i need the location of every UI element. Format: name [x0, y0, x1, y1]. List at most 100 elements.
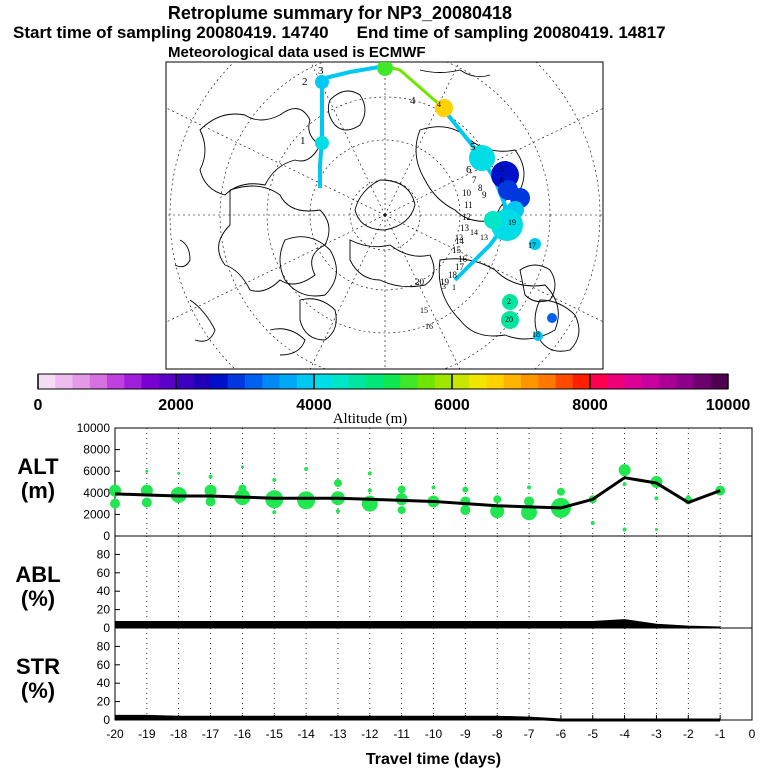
- cluster-label-6: 6: [500, 176, 504, 185]
- colorbar-tick-label: 4000: [296, 397, 332, 414]
- trajectory-day-label-15: 15: [452, 245, 462, 255]
- altitude-bubble: [110, 498, 120, 509]
- colorbar-swatch: [124, 374, 142, 389]
- cluster-label-3: 3: [442, 282, 446, 291]
- altitude-bubble: [205, 496, 216, 507]
- map-bubble: [529, 238, 541, 250]
- x-tick-label: -12: [361, 727, 379, 741]
- map-bubble: [547, 313, 557, 323]
- trajectory-day-label-13: 13: [460, 223, 470, 233]
- panel-ylabel: (m): [21, 478, 55, 503]
- colorbar-swatch: [245, 374, 263, 389]
- cluster-label-17: 17: [528, 241, 536, 250]
- trajectory-day-label-8: 8: [478, 183, 483, 193]
- cluster-label-12: 12: [455, 233, 463, 242]
- trajectory-day-label-11: 11: [464, 200, 473, 210]
- altitude-bubble: [397, 506, 406, 515]
- y-tick-label: 20: [97, 603, 111, 617]
- colorbar-swatch: [400, 374, 418, 389]
- map-bubble: [502, 294, 518, 310]
- x-tick-label: -2: [683, 727, 694, 741]
- altitude-bubble: [622, 527, 627, 532]
- colorbar-tick-label: 6000: [434, 397, 470, 414]
- x-axis-label: Travel time (days): [366, 751, 501, 768]
- altitude-bubble: [590, 521, 595, 526]
- cluster-label-16: 16: [425, 322, 433, 331]
- colorbar-swatch: [710, 374, 729, 389]
- x-tick-label: -17: [202, 727, 220, 741]
- abl-line: [115, 619, 721, 630]
- colorbar-swatch: [693, 374, 712, 389]
- altitude-bubble: [208, 474, 213, 479]
- colorbar-swatch: [262, 374, 280, 389]
- colorbar-swatch: [521, 374, 539, 389]
- cluster-label-15: 15: [420, 306, 428, 315]
- altitude-bubble: [335, 509, 340, 514]
- x-tick-label: -15: [266, 727, 284, 741]
- trajectory-day-label-1: 1: [300, 135, 306, 147]
- altitude-bubble: [622, 482, 627, 487]
- colorbar-swatch: [676, 374, 694, 389]
- coastlines: [174, 69, 580, 356]
- cluster-label-2: 2: [507, 297, 511, 306]
- x-tick-label: -14: [297, 727, 315, 741]
- colorbar-swatch: [607, 374, 625, 389]
- altitude-bubble: [431, 485, 436, 490]
- cluster-label-1: 1: [452, 283, 456, 292]
- x-tick-label: -3: [651, 727, 662, 741]
- colorbar-swatch: [141, 374, 160, 389]
- colorbar-swatch: [38, 374, 56, 389]
- colorbar-swatch: [227, 374, 246, 389]
- altitude-bubble: [397, 485, 406, 494]
- x-tick-label: -13: [329, 727, 347, 741]
- x-tick-label: -11: [393, 727, 410, 741]
- map-bubble: [435, 99, 453, 117]
- panel-abl: 0 20 40 60 80 ABL(%): [15, 535, 753, 635]
- map-bubble: [501, 311, 519, 329]
- altitude-bubble: [304, 467, 309, 472]
- trajectory-day-label-3: 3: [318, 65, 324, 77]
- altitude-colorbar: 0 2000 4000 6000 8000 10000 Altitude (m): [34, 373, 750, 427]
- y-tick-label: 10000: [77, 421, 111, 435]
- altitude-bubble: [460, 505, 471, 516]
- map-bubble: [484, 211, 502, 229]
- altitude-bubble: [654, 496, 659, 501]
- y-tick-label: 80: [97, 547, 111, 561]
- altitude-bubble: [493, 495, 502, 504]
- panel-ylabel: (%): [21, 678, 55, 703]
- map-bubble: [469, 145, 495, 171]
- trajectory-day-label-2: 2: [302, 76, 308, 88]
- colorbar-swatch: [158, 374, 177, 389]
- colorbar-tick-label: 0: [34, 397, 43, 414]
- altitude-bubble: [333, 479, 342, 488]
- altitude-bubble: [204, 484, 217, 497]
- colorbar-tick-label: 8000: [572, 397, 608, 414]
- alt-line: [114, 476, 721, 510]
- cluster-label-20: 20: [505, 315, 513, 324]
- colorbar-swatch: [193, 374, 211, 389]
- colorbar-swatch: [176, 374, 194, 389]
- cluster-label-13: 13: [480, 233, 488, 242]
- colorbar-swatch: [538, 374, 556, 389]
- trajectory-day-label-9: 9: [482, 190, 487, 200]
- altitude-bubble: [297, 491, 316, 510]
- panel-ylabel: ALT: [17, 454, 59, 479]
- y-tick-label: 6000: [83, 464, 110, 478]
- altitude-bubble: [524, 496, 535, 507]
- altitude-bubble: [367, 471, 372, 476]
- x-tick-label: -6: [556, 727, 567, 741]
- x-tick-label: -10: [425, 727, 443, 741]
- colorbar-swatch: [469, 374, 487, 389]
- altitude-bubble: [556, 487, 565, 496]
- map-bubble: [315, 75, 329, 89]
- x-tick-label: -20: [106, 727, 124, 741]
- y-tick-label: 0: [103, 713, 110, 727]
- panel-ylabel: ABL: [15, 562, 60, 587]
- x-tick-label: -4: [619, 727, 630, 741]
- colorbar-swatch: [72, 374, 91, 389]
- x-tick-label: -18: [170, 727, 188, 741]
